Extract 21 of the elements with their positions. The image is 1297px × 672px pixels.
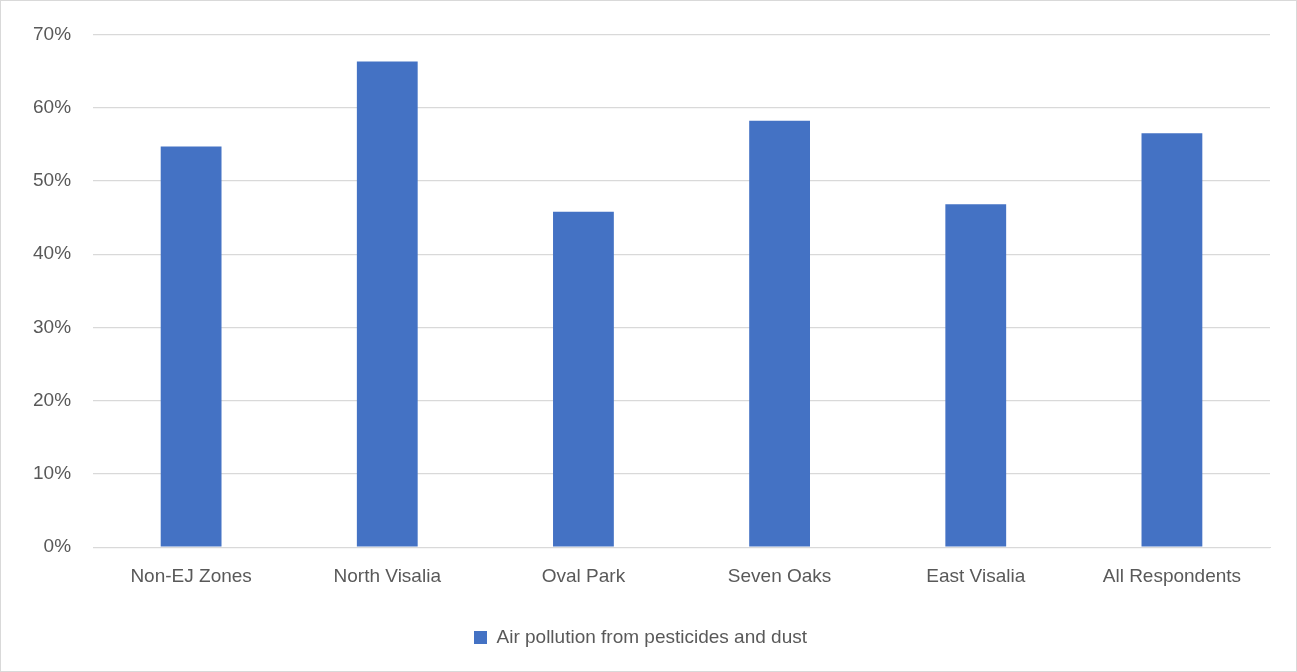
x-tick-label: All Respondents xyxy=(1102,564,1242,586)
y-tick-label: 70% xyxy=(33,22,72,44)
bar xyxy=(749,120,810,547)
y-tick-label: 30% xyxy=(33,315,72,337)
x-tick-label: East Visalia xyxy=(926,564,1026,586)
y-tick-label: 20% xyxy=(33,388,72,410)
y-tick-label: 50% xyxy=(33,169,72,191)
bar xyxy=(945,204,1007,547)
x-tick-label: Non-EJ Zones xyxy=(130,564,252,586)
x-tick-label: Oval Park xyxy=(541,564,626,586)
y-tick-label: 0% xyxy=(43,535,72,557)
y-tick-label: 40% xyxy=(33,242,72,264)
bar xyxy=(356,61,418,547)
x-tick-label: Seven Oaks xyxy=(727,564,832,586)
x-tick-label: North Visalia xyxy=(333,564,442,586)
y-tick-label: 10% xyxy=(33,462,72,484)
bar xyxy=(1141,133,1203,547)
y-tick-label: 60% xyxy=(33,95,72,117)
bar xyxy=(553,211,614,547)
legend-label: Air pollution from pesticides and dust xyxy=(496,625,808,647)
bar xyxy=(160,146,222,547)
